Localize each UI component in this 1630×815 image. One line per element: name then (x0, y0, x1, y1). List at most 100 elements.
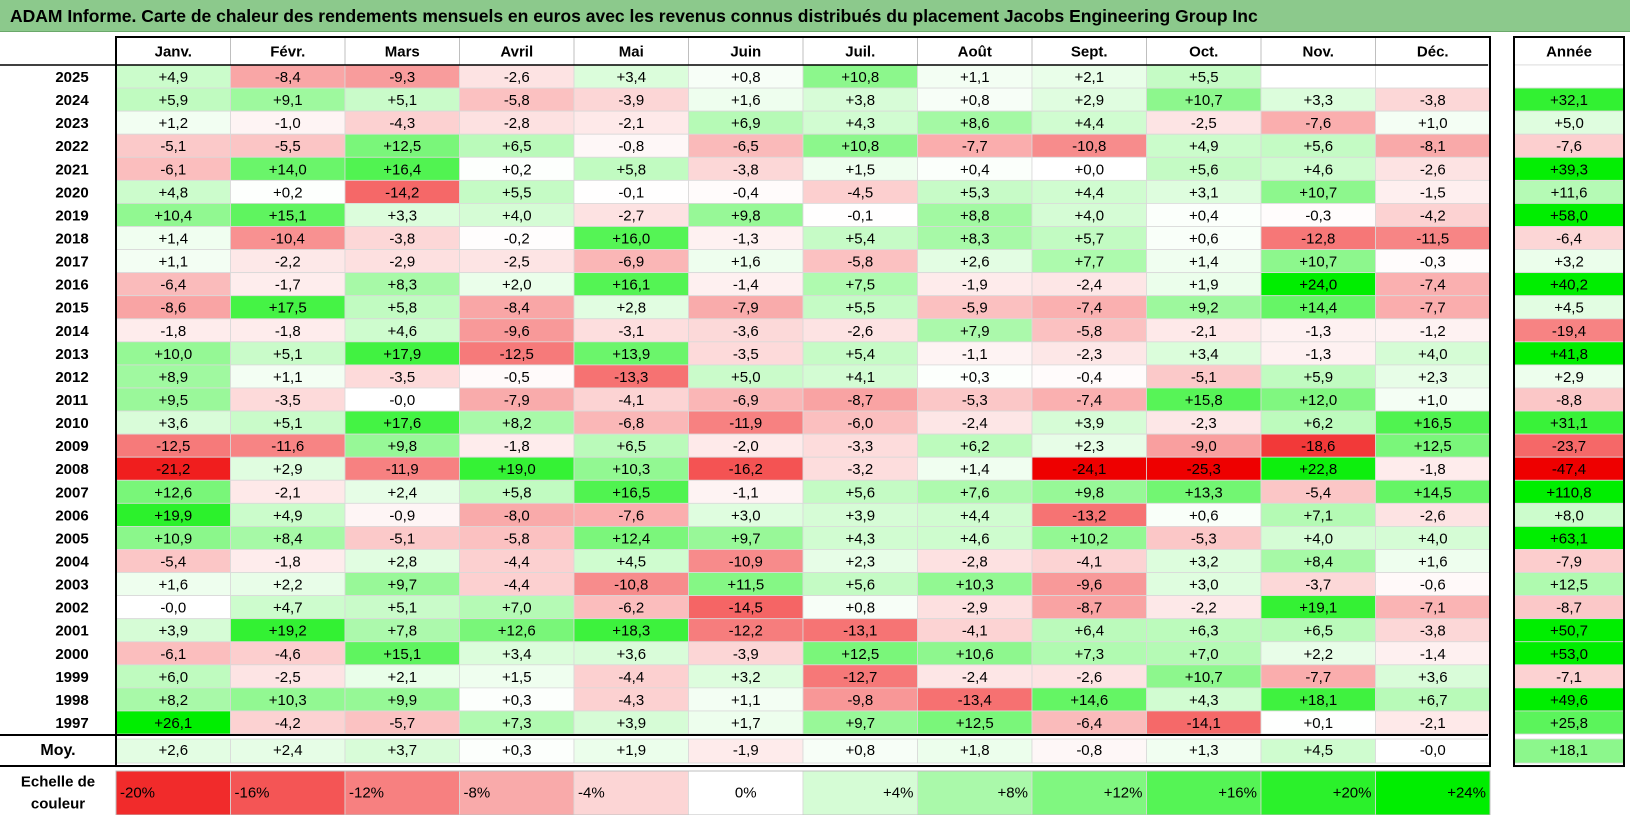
cell-value: +5,1 (387, 92, 417, 109)
scale-swatch (115, 770, 231, 815)
cell-value: +2,8 (616, 300, 646, 317)
cell-value: -9,6 (1076, 577, 1102, 594)
scale-step-label: +8% (998, 785, 1028, 802)
cell-value: +5,6 (1189, 161, 1219, 178)
annual-value: -7,9 (1556, 554, 1582, 571)
scale-swatch (459, 770, 575, 815)
cell-value: +8,2 (158, 692, 188, 709)
scale-step-label: +16% (1218, 785, 1257, 802)
cell-value: -13,2 (1072, 507, 1106, 524)
cell-value: +2,1 (1074, 69, 1104, 86)
cell-value: +7,0 (502, 600, 532, 617)
cell-value: -0,9 (389, 507, 415, 524)
cell-value: +7,5 (845, 277, 875, 294)
cell-value: -3,6 (733, 323, 759, 340)
cell-value: -6,9 (618, 254, 644, 271)
cell-value: -5,1 (1191, 369, 1217, 386)
cell-value: -2,9 (962, 600, 988, 617)
cell-value: +8,9 (158, 369, 188, 386)
row-year-label: 1997 (55, 715, 88, 732)
cell-value: -14,1 (1187, 715, 1221, 732)
cell-value: -18,6 (1301, 438, 1335, 455)
annual-value: -7,1 (1556, 669, 1582, 686)
cell-value: +1,4 (1189, 254, 1219, 271)
cell-value: -3,1 (618, 323, 644, 340)
cell-value: +10,0 (154, 346, 192, 363)
cell-value: +3,9 (845, 507, 875, 524)
cell-value: +6,5 (502, 138, 532, 155)
row-year-label: 2013 (55, 346, 88, 363)
scale-swatch (1375, 770, 1491, 815)
cell-value: +3,9 (158, 623, 188, 640)
cell-value: +6,0 (158, 669, 188, 686)
cell-value: +9,7 (387, 577, 417, 594)
heatmap-cell (1375, 64, 1491, 89)
annual-value: +63,1 (1550, 530, 1588, 547)
page-title: ADAM Informe. Carte de chaleur des rende… (10, 6, 1258, 26)
cell-value: +1,0 (1418, 115, 1448, 132)
cell-value: +5,1 (273, 346, 303, 363)
cell-value: -1,4 (1420, 646, 1446, 663)
cell-value: -6,2 (618, 600, 644, 617)
cell-value: +15,8 (1185, 392, 1223, 409)
average-value: +1,8 (960, 742, 990, 759)
row-year-label: 2016 (55, 277, 88, 294)
annual-value: +25,8 (1550, 715, 1588, 732)
cell-value: -5,1 (389, 530, 415, 547)
cell-value: +4,0 (1418, 530, 1448, 547)
cell-value: +5,5 (1189, 69, 1219, 86)
cell-value: -0,0 (160, 600, 186, 617)
scale-step-label: +24% (1447, 785, 1486, 802)
heatmap-cell (1260, 64, 1376, 89)
cell-value: +12,6 (154, 484, 192, 501)
cell-value: +10,2 (1070, 530, 1108, 547)
cell-value: +12,0 (1299, 392, 1337, 409)
cell-value: -7,7 (1305, 669, 1331, 686)
cell-value: -4,4 (618, 669, 644, 686)
cell-value: -2,0 (733, 438, 759, 455)
cell-value: -8,4 (275, 69, 301, 86)
cell-value: +0,3 (502, 692, 532, 709)
cell-value: -1,8 (504, 438, 530, 455)
cell-value: -4,5 (847, 184, 873, 201)
cell-value: +9,7 (845, 715, 875, 732)
cell-value: +7,3 (502, 715, 532, 732)
cell-value: +2,8 (387, 554, 417, 571)
cell-value: -25,3 (1187, 461, 1221, 478)
cell-value: -10,8 (614, 577, 648, 594)
cell-value: -0,4 (733, 184, 759, 201)
cell-value: +4,3 (845, 530, 875, 547)
cell-value: +5,3 (960, 184, 990, 201)
cell-value: +5,8 (616, 161, 646, 178)
cell-value: -6,4 (160, 277, 186, 294)
cell-value: -1,0 (275, 115, 301, 132)
month-header: Sept. (1071, 44, 1108, 61)
cell-value: +4,6 (387, 323, 417, 340)
cell-value: +17,5 (269, 300, 307, 317)
row-year-label: 2017 (55, 254, 88, 271)
cell-value: -8,6 (160, 300, 186, 317)
cell-value: +1,5 (502, 669, 532, 686)
cell-value: -5,5 (275, 138, 301, 155)
cell-value: +1,9 (1189, 277, 1219, 294)
cell-value: -5,8 (1076, 323, 1102, 340)
annual-value: -47,4 (1552, 461, 1586, 478)
cell-value: +0,0 (1074, 161, 1104, 178)
cell-value: +5,0 (731, 369, 761, 386)
cell-value: +5,5 (845, 300, 875, 317)
annual-value: -23,7 (1552, 438, 1586, 455)
cell-value: +19,0 (498, 461, 536, 478)
scale-step-label: +20% (1333, 785, 1372, 802)
cell-value: +4,4 (1074, 115, 1104, 132)
cell-value: -2,8 (504, 115, 530, 132)
month-header: Août (958, 44, 992, 61)
annual-value: +110,8 (1546, 484, 1591, 501)
cell-value: +3,6 (1418, 669, 1448, 686)
cell-value: +2,2 (1303, 646, 1333, 663)
cell-value: -6,4 (1076, 715, 1102, 732)
cell-value: +4,6 (960, 530, 990, 547)
cell-value: -3,2 (847, 461, 873, 478)
cell-value: -6,5 (733, 138, 759, 155)
cell-value: +5,1 (273, 415, 303, 432)
cell-value: +3,1 (1189, 184, 1219, 201)
